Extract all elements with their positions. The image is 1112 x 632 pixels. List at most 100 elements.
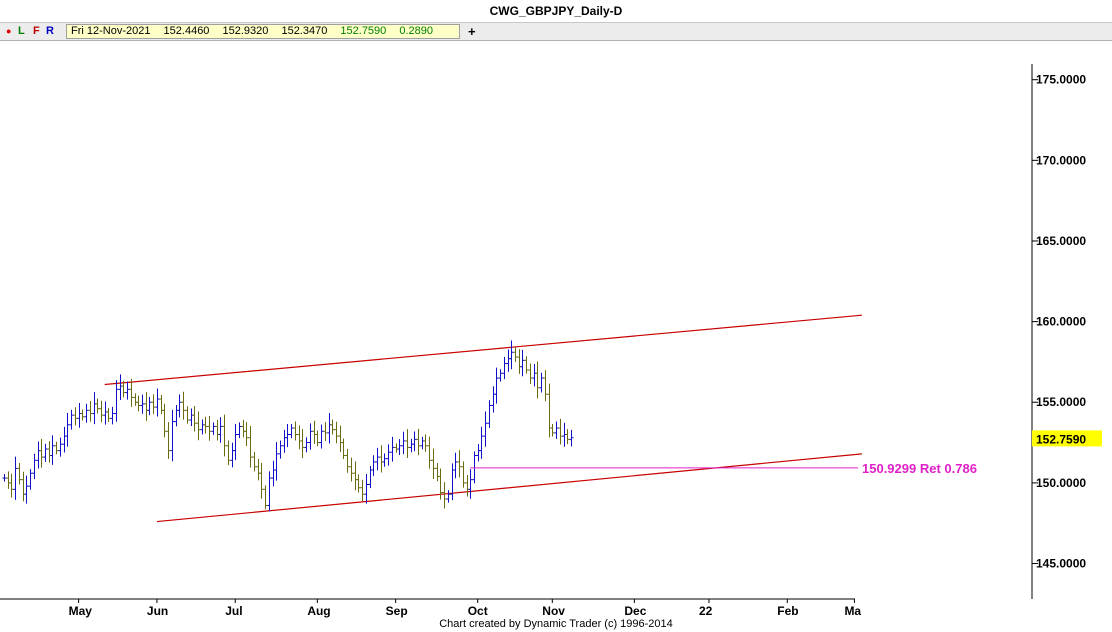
price-bar <box>80 409 85 421</box>
lower-channel-line[interactable] <box>156 453 862 523</box>
y-tick-label: 145.0000 <box>1036 557 1086 571</box>
quote-open: 152.4460 <box>163 25 210 37</box>
x-tick-label: Dec <box>624 604 646 618</box>
price-bar <box>524 356 529 374</box>
price-bar <box>409 438 414 453</box>
record-dot-icon[interactable]: ● <box>6 26 12 36</box>
price-bar <box>293 421 298 441</box>
price-bar <box>36 441 41 469</box>
price-bar <box>181 391 186 420</box>
price-bar <box>368 465 373 489</box>
price-bar <box>159 394 164 414</box>
price-bar <box>140 394 145 414</box>
price-bar <box>569 429 574 447</box>
x-tick-label: Nov <box>542 604 565 618</box>
price-bar <box>2 474 7 482</box>
price-bar <box>341 438 346 460</box>
price-bar <box>319 424 324 449</box>
price-bar <box>129 378 134 407</box>
price-bar <box>54 441 59 455</box>
price-bar <box>506 349 511 372</box>
price-bar <box>133 393 138 406</box>
price-bar <box>498 369 503 382</box>
price-bar <box>28 469 33 490</box>
price-bar <box>248 425 253 468</box>
price-bar <box>535 361 540 399</box>
price-bar <box>244 422 249 447</box>
price-bar <box>297 425 302 450</box>
x-tick-label: Jun <box>147 604 168 618</box>
y-tick-label: 170.0000 <box>1036 153 1086 167</box>
price-bar <box>282 429 287 453</box>
quote-box: Fri 12-Nov-2021 152.4460 152.9320 152.34… <box>66 24 460 39</box>
price-bar <box>32 453 37 480</box>
price-bar <box>69 409 74 430</box>
price-bar <box>382 453 387 467</box>
price-bar <box>200 419 205 435</box>
f-button[interactable]: F <box>33 25 40 37</box>
price-bar <box>356 474 361 493</box>
price-bar <box>308 423 313 450</box>
price-bar <box>327 413 332 444</box>
price-bar <box>50 435 55 465</box>
price-bar <box>334 421 339 444</box>
price-bar <box>162 403 167 438</box>
price-bar <box>233 424 238 461</box>
price-bar <box>106 407 111 423</box>
price-bar <box>312 420 317 444</box>
price-bar <box>390 436 395 462</box>
price-bar <box>207 415 212 441</box>
price-bar <box>278 440 283 459</box>
price-bar <box>62 426 67 453</box>
price-bar <box>558 418 563 445</box>
price-bar <box>189 408 194 426</box>
price-bar <box>92 392 97 425</box>
price-bar <box>349 457 354 482</box>
price-bar <box>151 394 156 415</box>
price-bar <box>520 349 525 377</box>
quote-close: 152.7590 <box>340 25 387 37</box>
price-bar <box>547 383 552 438</box>
price-bar <box>494 367 499 404</box>
price-bar <box>84 403 89 423</box>
price-bar <box>323 422 328 442</box>
price-bar <box>110 406 115 425</box>
r-button[interactable]: R <box>46 25 54 37</box>
upper-channel-line[interactable] <box>104 314 862 386</box>
price-bar <box>267 471 272 512</box>
price-bar <box>386 444 391 466</box>
price-bar <box>211 422 216 435</box>
price-bar <box>88 401 93 422</box>
price-bar <box>450 463 455 501</box>
x-tick-label: Oct <box>468 604 488 618</box>
price-bar <box>513 346 518 362</box>
price-bar <box>565 429 570 445</box>
price-bar <box>483 411 488 447</box>
price-bar <box>438 468 443 500</box>
price-bar <box>39 438 44 468</box>
x-tick-label: Jul <box>225 604 242 618</box>
price-bar <box>43 443 48 462</box>
add-plus-icon[interactable]: + <box>468 24 476 39</box>
price-bar <box>118 374 123 400</box>
price-bar <box>446 490 451 503</box>
chart-credit: Chart created by Dynamic Trader (c) 1996… <box>439 618 673 630</box>
price-bar <box>479 426 484 459</box>
price-bar <box>397 439 402 455</box>
quote-date: Fri 12-Nov-2021 <box>71 25 151 37</box>
price-bar <box>487 400 492 429</box>
x-tick-label: Sep <box>386 604 408 618</box>
price-bar <box>166 422 171 459</box>
l-button[interactable]: L <box>18 25 25 37</box>
price-bar <box>65 413 70 447</box>
price-bar <box>185 406 190 424</box>
price-bar <box>271 460 276 487</box>
price-bar <box>203 416 208 434</box>
price-bar <box>423 434 428 452</box>
price-bar <box>9 473 14 498</box>
price-bar <box>125 381 130 400</box>
x-tick-label: Ma <box>844 604 861 618</box>
price-bar <box>21 471 26 502</box>
price-bar <box>360 479 365 502</box>
